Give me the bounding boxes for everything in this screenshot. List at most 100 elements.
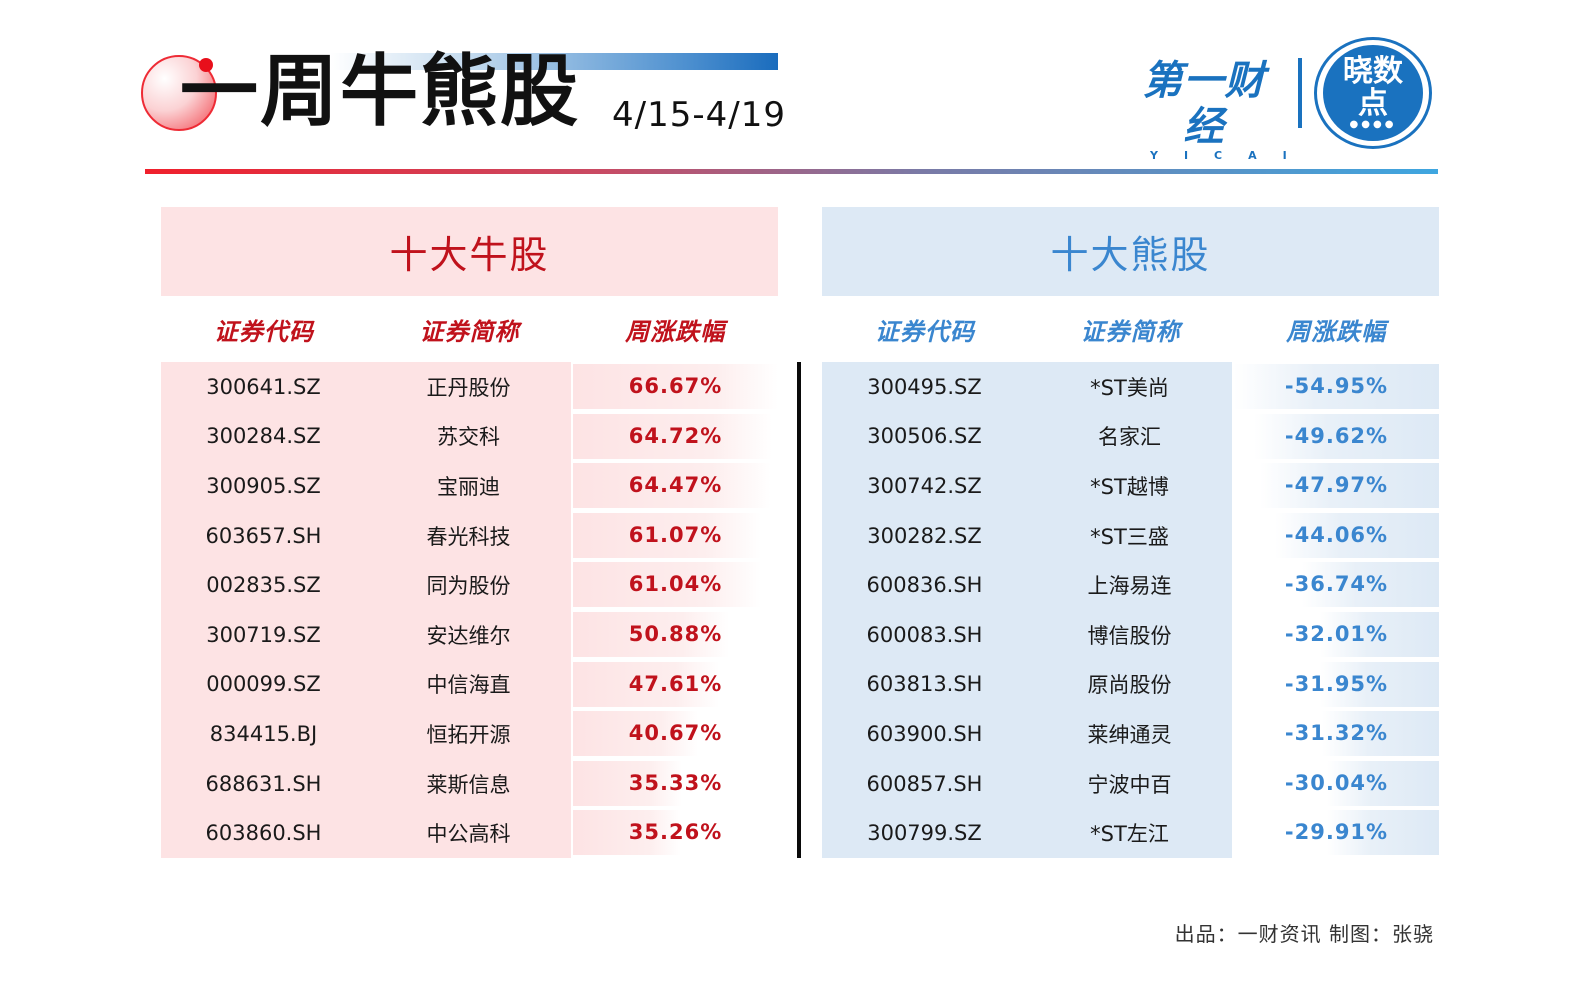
change-bar — [573, 463, 771, 509]
weekly-change: -32.01% — [1284, 621, 1389, 646]
change-bar — [573, 661, 719, 707]
stock-name: 宁波中百 — [1087, 772, 1172, 797]
change-bar — [573, 711, 698, 757]
table-row: 300719.SZ 安达维尔 50.88% — [161, 610, 778, 660]
change-bar — [1327, 760, 1439, 806]
table-row: 300799.SZ *ST左江 -29.91% — [822, 808, 1439, 858]
change-bar-track — [573, 364, 778, 409]
weekly-change: 66.67% — [628, 374, 723, 398]
yicai-logo: 第一财经 YICAI — [1124, 58, 1287, 162]
brand-name: 第一财经 — [1142, 58, 1266, 150]
column-header-code: 证券代码 — [874, 317, 975, 346]
change-bar-track — [1234, 364, 1439, 409]
stock-name: 正丹股份 — [426, 375, 511, 400]
stock-code: 300799.SZ — [867, 821, 982, 846]
change-bar — [573, 611, 729, 657]
stock-name: 名家汇 — [1098, 425, 1161, 450]
stock-code: 603860.SH — [205, 821, 322, 846]
stock-name: *ST美尚 — [1090, 375, 1169, 400]
change-bar-track — [1234, 611, 1439, 657]
change-bar-track — [573, 611, 778, 657]
footer-credit: 出品：一财资讯 制图：张骁 — [1174, 922, 1434, 946]
column-header-change: 周涨跌幅 — [1286, 317, 1387, 346]
bull-rows-background — [161, 362, 571, 858]
bull-rows: 300641.SZ 正丹股份 66.67% 300284.SZ 苏交科 64.72% 300… — [161, 362, 778, 858]
table-row: 300742.SZ *ST越博 -47.97% — [822, 461, 1439, 511]
table-row: 603813.SH 原尚股份 -31.95% — [822, 660, 1439, 710]
title-dot-icon — [199, 58, 213, 72]
stock-code: 300905.SZ — [206, 473, 321, 498]
change-bar — [573, 760, 682, 806]
change-bar — [573, 413, 772, 459]
bull-table-title: 十大牛股 — [161, 207, 778, 296]
change-bar — [1320, 661, 1439, 707]
xiaoshudian-badge-icon: 晓数 点 ●●●● — [1314, 37, 1432, 149]
bear-table-title: 十大熊股 — [822, 207, 1439, 296]
change-bar-track — [1234, 661, 1439, 707]
weekly-change: 64.72% — [628, 423, 723, 448]
table-row: 300641.SZ 正丹股份 66.67% — [161, 362, 778, 412]
stock-code: 603900.SH — [866, 721, 983, 746]
stock-code: 603813.SH — [866, 672, 983, 697]
badge-text-1: 晓数 — [1343, 54, 1403, 89]
weekly-change: 64.47% — [628, 473, 723, 498]
header-divider — [145, 169, 1438, 174]
column-header-code: 证券代码 — [213, 317, 314, 346]
weekly-change: -47.97% — [1284, 473, 1389, 498]
stock-code: 300282.SZ — [867, 523, 982, 548]
bear-rows: 300495.SZ *ST美尚 -54.95% 300506.SZ 名家汇 -49.62%… — [822, 362, 1439, 858]
weekly-change: 35.26% — [628, 820, 723, 845]
stock-name: 上海易连 — [1087, 574, 1172, 599]
stock-code: 688631.SH — [205, 771, 322, 796]
weekly-change: -31.32% — [1284, 721, 1389, 746]
change-bar-track — [573, 413, 778, 459]
change-bar — [1260, 463, 1439, 509]
change-bar — [573, 512, 761, 558]
stock-code: 300742.SZ — [867, 473, 982, 498]
stock-name: 春光科技 — [426, 524, 511, 549]
change-bar-track — [1234, 463, 1439, 509]
column-header-name: 证券简称 — [1080, 317, 1181, 346]
change-bar — [1320, 611, 1439, 657]
bull-table: 十大牛股 证券代码 证券简称 周涨跌幅 300641.SZ 正丹股份 66.67% 3… — [161, 207, 778, 858]
table-row: 300284.SZ 苏交科 64.72% — [161, 412, 778, 462]
change-bar — [573, 562, 761, 608]
stock-code: 600857.SH — [866, 771, 983, 796]
stock-name: 原尚股份 — [1087, 673, 1172, 698]
stock-code: 600836.SH — [866, 573, 983, 598]
badge-text-2: 点 — [1358, 86, 1388, 121]
stock-name: *ST左江 — [1090, 822, 1169, 847]
stock-name: 同为股份 — [426, 574, 511, 599]
change-bar — [1302, 562, 1439, 608]
weekly-change: 40.67% — [628, 721, 723, 746]
date-range: 4/15-4/19 — [612, 95, 786, 135]
change-bar-track — [573, 463, 778, 509]
table-row: 002835.SZ 同为股份 61.04% — [161, 560, 778, 610]
change-bar — [573, 810, 681, 856]
table-row: 300506.SZ 名家汇 -49.62% — [822, 412, 1439, 462]
stock-name: 莱斯信息 — [426, 772, 511, 797]
stock-name: *ST越博 — [1090, 474, 1169, 499]
weekly-change: 47.61% — [628, 671, 723, 696]
weekly-change: -29.91% — [1284, 820, 1389, 845]
table-row: 603860.SH 中公高科 35.26% — [161, 808, 778, 858]
stock-name: 中公高科 — [426, 822, 511, 847]
table-row: 300282.SZ *ST三盛 -44.06% — [822, 511, 1439, 561]
table-row: 300495.SZ *ST美尚 -54.95% — [822, 362, 1439, 412]
page-title: 一周牛熊股 — [180, 47, 581, 137]
stock-name: 中信海直 — [426, 673, 511, 698]
bull-column-headers: 证券代码 证券简称 周涨跌幅 — [161, 296, 778, 362]
stock-code: 300284.SZ — [206, 424, 321, 449]
weekly-change: -36.74% — [1284, 572, 1389, 597]
change-bar-track — [1234, 810, 1439, 856]
stock-code: 300506.SZ — [867, 424, 982, 449]
weekly-change: 61.04% — [628, 572, 723, 597]
table-row: 300905.SZ 宝丽迪 64.47% — [161, 461, 778, 511]
stock-name: 苏交科 — [437, 425, 500, 450]
stock-code: 300641.SZ — [206, 374, 321, 399]
stock-name: *ST三盛 — [1090, 524, 1169, 549]
table-row: 603657.SH 春光科技 61.07% — [161, 511, 778, 561]
change-bar-track — [573, 512, 778, 558]
change-bar — [1254, 413, 1439, 459]
change-bar — [1327, 810, 1439, 856]
